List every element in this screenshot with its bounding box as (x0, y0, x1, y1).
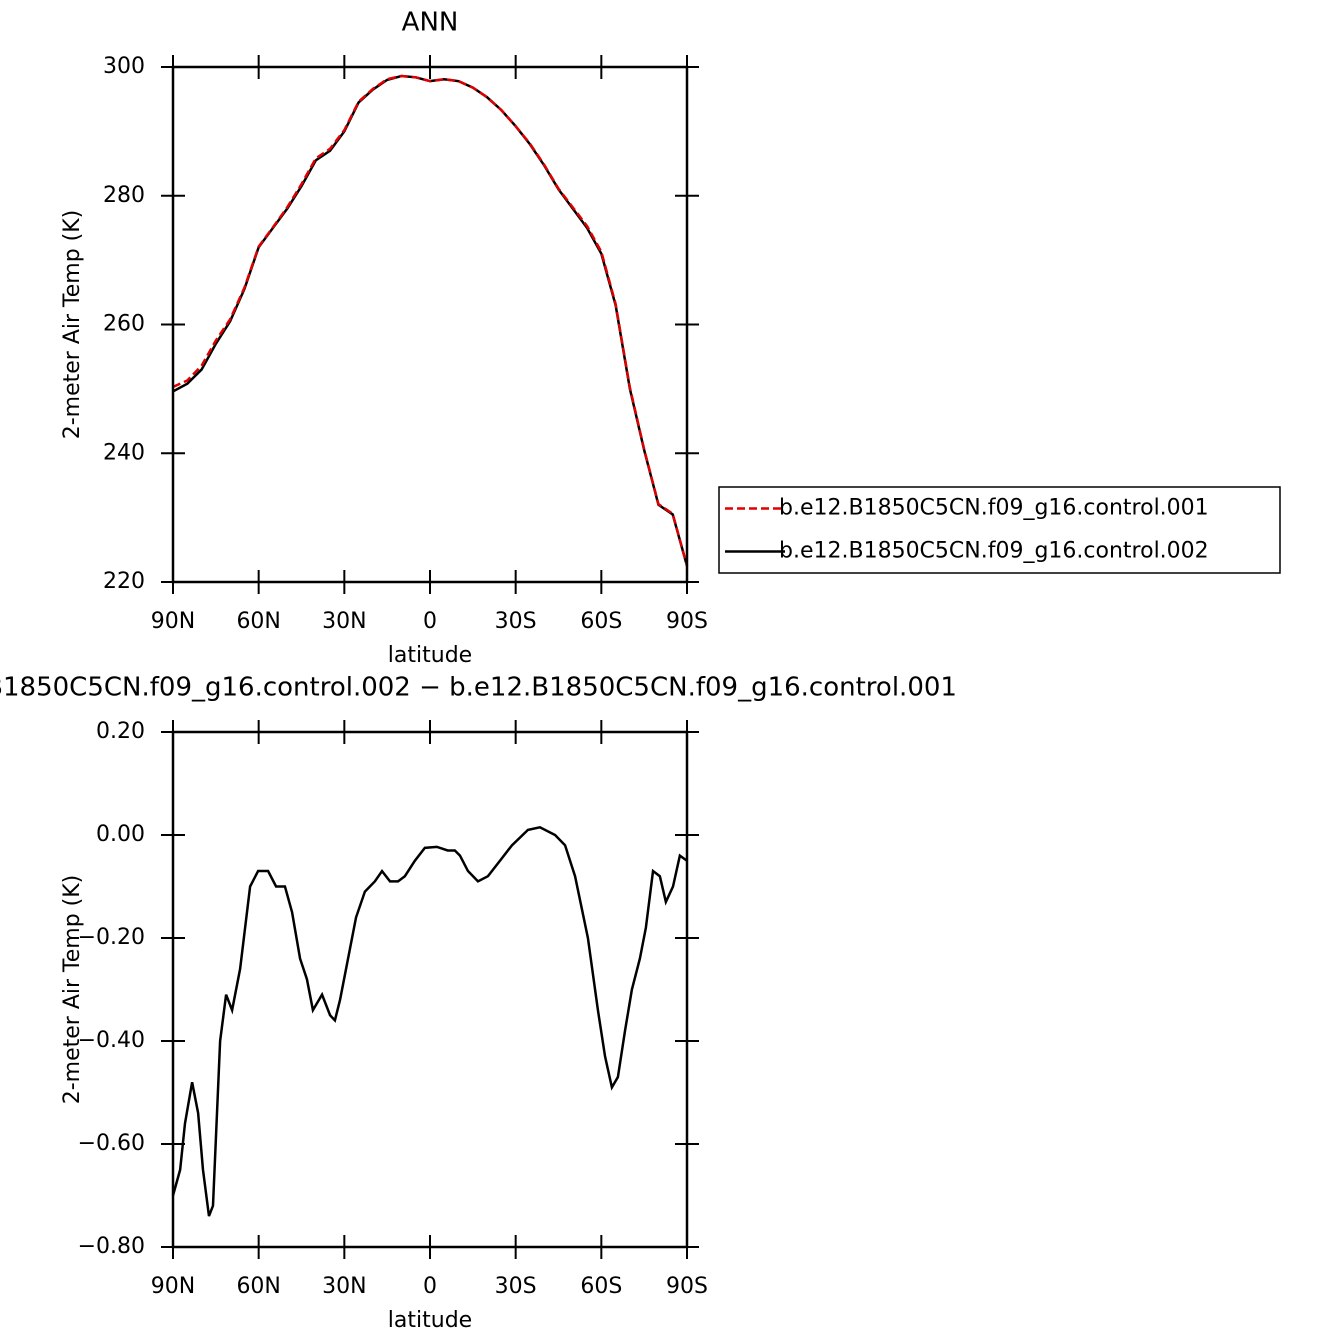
x-tick-label: 30S (495, 609, 537, 634)
y-tick-label: 220 (103, 569, 145, 594)
y-tick-label: 300 (103, 54, 145, 79)
y-axis-label: 2-meter Air Temp (K) (60, 875, 85, 1105)
x-tick-label: 90S (666, 1274, 708, 1299)
x-tick-label: 90S (666, 609, 708, 634)
x-tick-label: 60S (580, 1274, 622, 1299)
chart-title: ANN (402, 8, 459, 38)
plot-frame (171, 65, 689, 584)
y-tick-label: 240 (103, 440, 145, 465)
legend-label: b.e12.B1850C5CN.f09_g16.control.001 (779, 496, 1209, 521)
x-tick-label: 60N (236, 609, 280, 634)
x-tick-label: 0 (423, 609, 437, 634)
x-tick-label: 60N (236, 1274, 280, 1299)
x-tick-label: 90N (151, 1274, 195, 1299)
y-tick-label: 280 (103, 183, 145, 208)
y-tick-label: 0.00 (96, 822, 145, 847)
y-tick-label: −0.80 (78, 1234, 145, 1259)
legend-box (718, 486, 1281, 574)
data-line (171, 825, 688, 1217)
y-tick-label: 0.20 (96, 719, 145, 744)
x-tick-label: 30N (322, 609, 366, 634)
legend-label: b.e12.B1850C5CN.f09_g16.control.002 (779, 539, 1209, 564)
data-line (172, 74, 689, 567)
y-tick-label: −0.60 (78, 1131, 145, 1156)
x-axis-label: latitude (388, 1308, 472, 1333)
chart-title: b.e12.B1850C5CN.f09_g16.control.002 − b.… (0, 673, 957, 703)
y-tick-label: −0.20 (78, 925, 145, 950)
plot-frame (171, 730, 689, 1249)
x-tick-label: 30S (495, 1274, 537, 1299)
y-axis-label: 2-meter Air Temp (K) (60, 210, 85, 440)
x-tick-label: 90N (151, 609, 195, 634)
x-tick-label: 60S (580, 609, 622, 634)
y-tick-label: −0.40 (78, 1028, 145, 1053)
x-axis-label: latitude (388, 643, 472, 668)
y-tick-label: 260 (103, 312, 145, 337)
x-tick-label: 30N (322, 1274, 366, 1299)
x-tick-label: 0 (423, 1274, 437, 1299)
data-line (172, 74, 689, 567)
